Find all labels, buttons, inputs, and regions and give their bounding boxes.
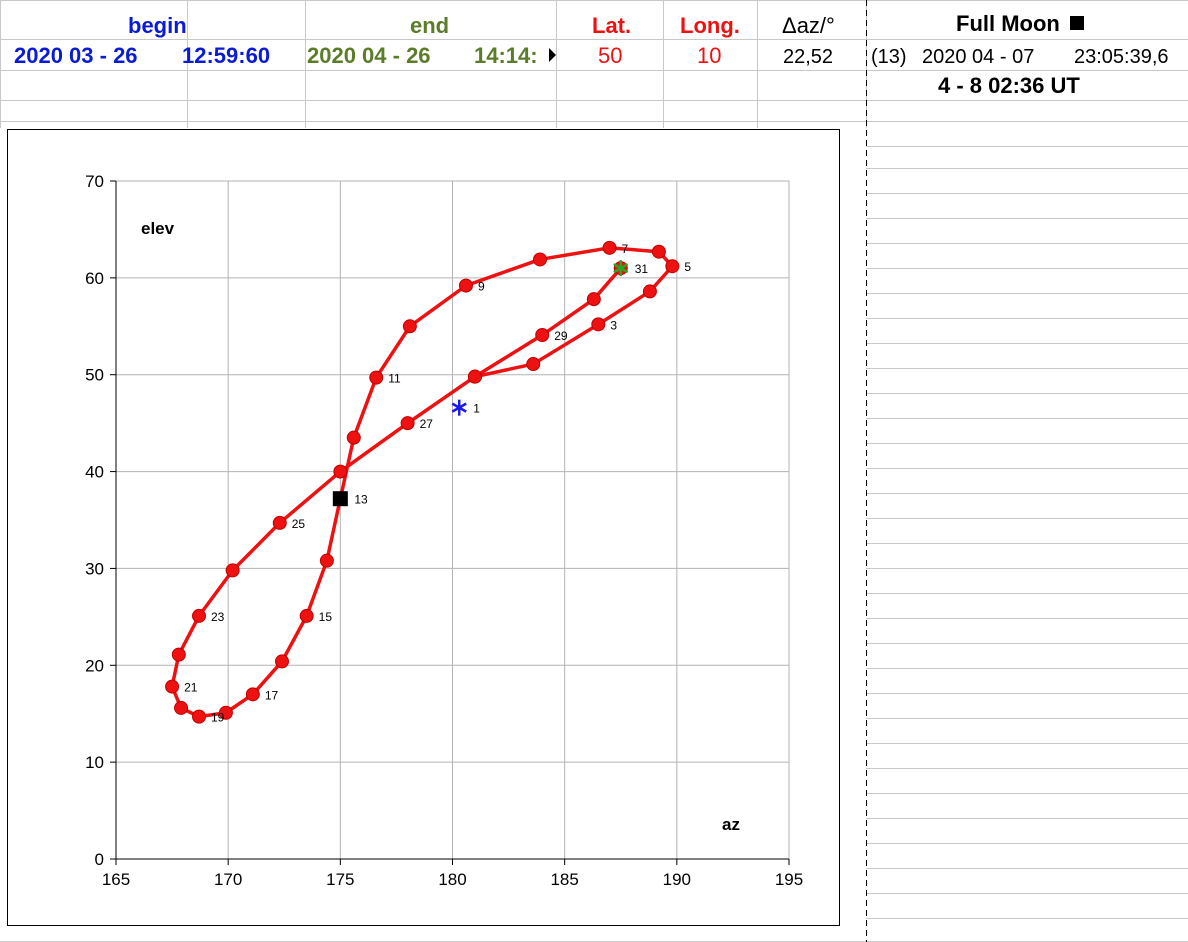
data-point [245, 687, 260, 702]
point-label: 7 [622, 242, 629, 256]
x-tick-label: 190 [663, 870, 691, 889]
point-label: 23 [211, 610, 225, 624]
x-tick-label: 195 [775, 870, 803, 889]
y-tick-label: 20 [85, 656, 104, 675]
data-point [333, 464, 348, 479]
end-label: end [410, 13, 450, 38]
marker-label: 1 [473, 402, 480, 416]
x-tick-label: 170 [214, 870, 242, 889]
point-label: 15 [319, 610, 333, 624]
data-point [602, 240, 617, 255]
full-moon-index: (13) [871, 46, 907, 68]
data-point [458, 278, 473, 293]
start-marker [451, 399, 467, 416]
point-label: 29 [554, 329, 568, 343]
x-tick-label: 180 [438, 870, 466, 889]
delta-az-value[interactable]: 22,52 [783, 46, 834, 68]
point-label: 9 [478, 280, 485, 294]
overflow-arrow-icon [549, 48, 556, 62]
point-label: 21 [184, 681, 198, 695]
data-point [275, 654, 290, 669]
point-label: 27 [420, 417, 434, 431]
data-point [369, 370, 384, 385]
full-moon-ut: 4 - 8 02:36 UT [938, 73, 1080, 98]
data-point [400, 416, 415, 431]
data-point [586, 292, 601, 307]
y-tick-label: 10 [85, 753, 104, 772]
full-moon-square-icon [1069, 16, 1084, 30]
latitude-value[interactable]: 50 [598, 43, 623, 68]
point-label: 25 [292, 517, 306, 531]
data-point [192, 709, 207, 724]
longitude-value[interactable]: 10 [697, 43, 722, 68]
begin-label: begin [128, 13, 187, 38]
point-label: 5 [684, 260, 691, 274]
end-date[interactable]: 2020 04 - 26 [307, 43, 431, 68]
x-axis-title: az [722, 815, 740, 834]
x-tick-label: 185 [550, 870, 578, 889]
data-point [526, 357, 541, 372]
end-time[interactable]: 14:14: [474, 43, 538, 68]
full-moon-marker [332, 491, 348, 507]
point-label: 11 [388, 372, 401, 386]
data-point [272, 515, 287, 530]
data-point [591, 317, 606, 332]
data-point [165, 679, 180, 694]
y-tick-label: 70 [85, 172, 104, 191]
data-point [467, 369, 482, 384]
elevation-azimuth-chart: 165 170 175 180 185 190 195010203040506070elev… [85, 172, 803, 889]
full-moon-label: Full Moon [956, 13, 1084, 35]
y-tick-label: 30 [85, 559, 104, 578]
chart-area[interactable]: 165 170 175 180 185 190 195 0 10 20 30 40 50 60 70 elev… [7, 129, 840, 926]
data-point [174, 700, 189, 715]
delta-az-label: Δaz/° [782, 13, 835, 38]
latitude-label: Lat. [592, 13, 632, 38]
data-point [218, 705, 233, 720]
full-moon-time: 23:05:39,6 [1074, 46, 1169, 68]
point-label: 19 [211, 711, 225, 725]
marker-stroke [613, 263, 629, 274]
data-point [642, 284, 657, 299]
marker-stroke [451, 402, 467, 413]
data-point [535, 328, 550, 343]
marker-label: 13 [354, 493, 368, 507]
y-tick-label: 50 [85, 366, 104, 385]
data-point [651, 244, 666, 259]
x-tick-label: 175 [326, 870, 354, 889]
y-axis-title: elev [141, 219, 175, 238]
data-point [532, 252, 547, 267]
x-tick-label: 165 [102, 870, 130, 889]
data-point [225, 563, 240, 578]
full-moon-date: 2020 04 - 07 [922, 46, 1035, 68]
data-point [346, 430, 361, 445]
end-marker [613, 260, 629, 277]
data-point [192, 608, 207, 623]
full-moon-label-text: Full Moon [956, 11, 1060, 36]
point-label: 3 [610, 318, 617, 332]
y-tick-label: 0 [95, 850, 104, 869]
longitude-label: Long. [680, 13, 740, 38]
data-point [171, 647, 186, 662]
marker-label: 31 [635, 262, 649, 276]
data-point [665, 259, 680, 274]
data-point [319, 553, 334, 568]
y-tick-label: 40 [85, 463, 104, 482]
point-label: 17 [265, 688, 279, 702]
begin-time[interactable]: 12:59:60 [182, 43, 271, 68]
begin-date[interactable]: 2020 03 - 26 [14, 43, 138, 68]
data-point [299, 608, 314, 623]
y-tick-label: 60 [85, 269, 104, 288]
data-point [402, 319, 417, 334]
